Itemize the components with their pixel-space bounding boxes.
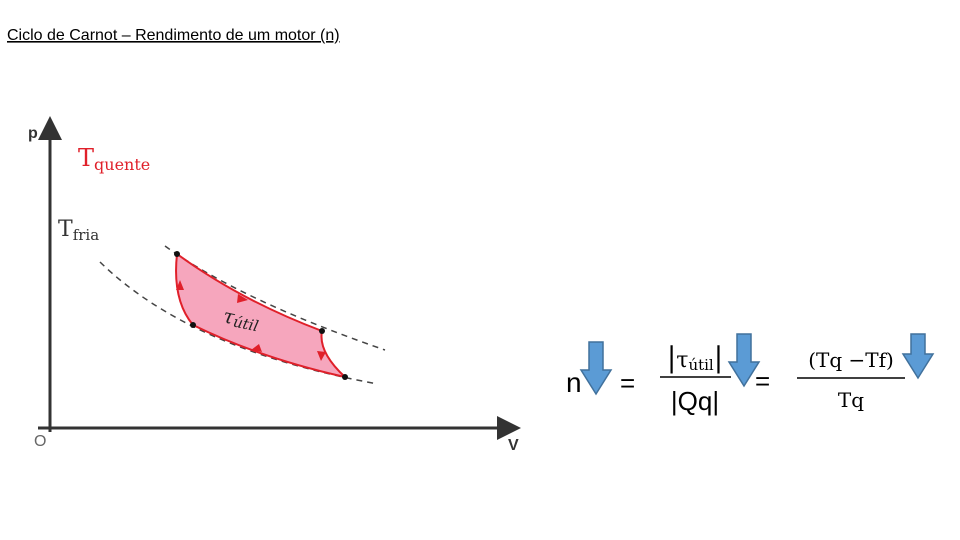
equals: = xyxy=(755,366,770,396)
fraction-numerator: (Tq −Tf) xyxy=(808,348,894,372)
carnot-cycle xyxy=(175,252,349,379)
cold-label: Tfria xyxy=(58,217,99,244)
x-axis-label: V xyxy=(508,437,519,454)
work-label: τútil xyxy=(221,303,262,335)
formula-lhs: n xyxy=(566,367,582,398)
formula: n = |τútil| |Qq| = (Tq −Tf) Tq xyxy=(566,333,935,416)
equals: = xyxy=(620,368,635,398)
fraction-numerator: |τútil| xyxy=(667,341,723,374)
y-axis-label: p xyxy=(28,125,38,142)
cycle-vertices xyxy=(174,251,348,380)
pv-diagram: p O V Tquente Tfria τútil xyxy=(28,116,521,454)
slide-title: Ciclo de Carnot – Rendimento de um motor… xyxy=(7,27,340,44)
decrease-arrows xyxy=(579,333,935,396)
origin-label: O xyxy=(34,433,46,450)
direction-arrows xyxy=(176,280,326,361)
fraction-denominator: |Qq| xyxy=(671,386,719,416)
cold-isotherm xyxy=(99,261,379,385)
fraction-denominator: Tq xyxy=(838,388,864,412)
hot-label: Tquente xyxy=(78,144,150,174)
